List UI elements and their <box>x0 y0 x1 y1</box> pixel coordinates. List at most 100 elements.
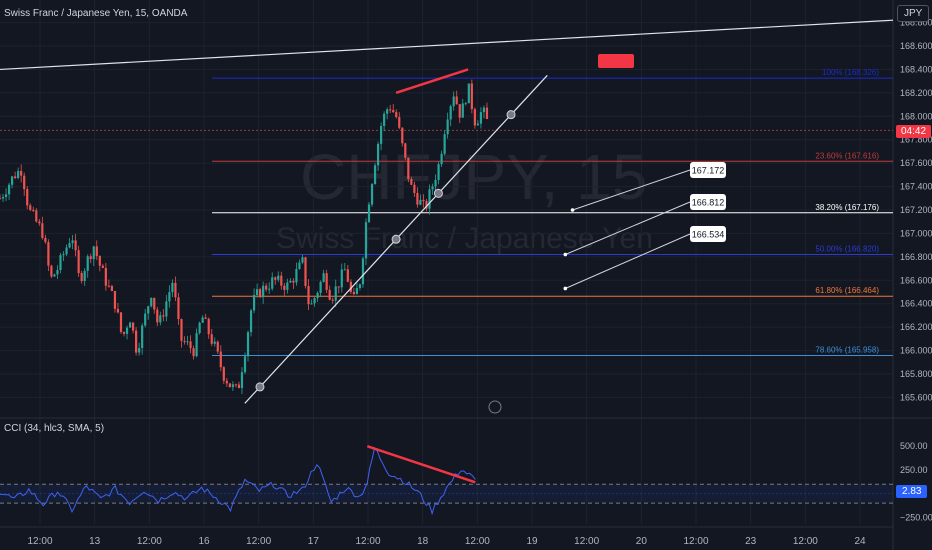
candle-body <box>38 221 41 224</box>
candle <box>68 237 71 249</box>
candle <box>50 264 53 279</box>
candle-body <box>446 119 449 135</box>
candle <box>482 105 486 119</box>
time-axis-label: 12:00 <box>27 536 52 547</box>
candle-body <box>361 258 365 285</box>
candle <box>77 245 80 277</box>
candle <box>14 171 17 180</box>
candle-body <box>95 246 98 257</box>
candle <box>7 182 11 200</box>
price-divergence-line <box>395 68 469 95</box>
price-axis-label: 168.400 <box>900 64 932 74</box>
candle <box>473 107 476 129</box>
candle-body <box>168 292 171 302</box>
candle <box>343 262 346 271</box>
candle-body <box>249 310 253 333</box>
candle <box>107 279 110 288</box>
candle-body <box>380 125 383 144</box>
candle <box>252 288 256 314</box>
cci-divergence-line <box>366 445 476 484</box>
candle-body <box>422 199 425 202</box>
candle <box>80 270 83 284</box>
candle-body <box>231 384 235 388</box>
candle <box>207 317 210 339</box>
candle-body <box>419 199 422 205</box>
candle-body <box>147 306 150 314</box>
candle-body <box>355 288 359 295</box>
price-axis-label: 168.600 <box>900 41 932 51</box>
candle <box>89 253 92 264</box>
candle-body <box>316 292 319 299</box>
candle <box>213 337 216 347</box>
candle <box>274 276 277 285</box>
candle-body <box>125 327 129 334</box>
currency-badge[interactable]: JPY <box>897 5 930 22</box>
candle <box>373 163 377 185</box>
candle-body <box>122 331 126 334</box>
alert-tag <box>598 54 634 68</box>
candle <box>277 271 280 283</box>
candle-body <box>479 112 483 124</box>
candle-body <box>86 256 89 271</box>
candle-body <box>41 223 44 238</box>
candle <box>234 383 238 388</box>
candle-body <box>352 292 355 295</box>
candle-body <box>183 340 186 342</box>
candle <box>283 282 286 296</box>
candle-body <box>20 170 23 176</box>
candle-body <box>289 280 292 283</box>
candle-body <box>213 341 216 344</box>
candle-body <box>407 157 410 180</box>
candle <box>116 302 120 314</box>
candle-body <box>192 348 195 357</box>
candle-body <box>295 268 298 283</box>
candle-body <box>207 318 210 335</box>
candle <box>189 335 192 354</box>
candle <box>455 90 458 105</box>
candle-body <box>32 209 35 211</box>
candle-body <box>404 143 407 158</box>
cci-axis-label: 500.00 <box>900 441 928 451</box>
target-label-2-leader <box>565 201 691 255</box>
candle <box>162 309 165 322</box>
fib-100-label: 100% (168.326) <box>822 68 879 77</box>
candle <box>301 254 304 265</box>
time-axis-label: 13 <box>89 536 101 547</box>
candle <box>150 297 153 308</box>
target-label-2-anchor <box>563 252 568 257</box>
candle-body <box>286 282 289 290</box>
candle <box>104 262 107 291</box>
candle-body <box>144 313 147 326</box>
candle <box>470 79 473 114</box>
candle-body <box>470 83 473 110</box>
time-axis-label: 23 <box>745 536 757 547</box>
candle <box>298 259 301 270</box>
candle-body <box>92 246 95 260</box>
candle <box>53 273 56 277</box>
candle <box>74 233 77 257</box>
price-axis-label: 167.200 <box>900 205 932 215</box>
symbol-title: Swiss Franc / Japanese Yen, 15, OANDA <box>4 8 188 19</box>
candle-body <box>437 164 440 180</box>
candle-body <box>464 103 467 105</box>
candle-body <box>119 312 123 332</box>
target-label-1: 167.172 <box>692 166 725 176</box>
candle-body <box>77 250 80 274</box>
candle <box>340 263 343 293</box>
candle-body <box>113 290 117 309</box>
candle-body <box>162 315 165 317</box>
candle-body <box>219 351 222 368</box>
candle-body <box>304 257 307 286</box>
target-label-1-leader <box>572 169 691 211</box>
candle <box>180 318 183 348</box>
candle <box>386 107 389 120</box>
candle-body <box>473 109 476 126</box>
candle <box>29 203 32 212</box>
target-label-3-box <box>690 226 726 242</box>
candle-body <box>398 117 401 128</box>
candle <box>0 194 2 200</box>
candle-body <box>243 356 247 373</box>
candle <box>437 161 440 185</box>
candle <box>56 265 59 279</box>
